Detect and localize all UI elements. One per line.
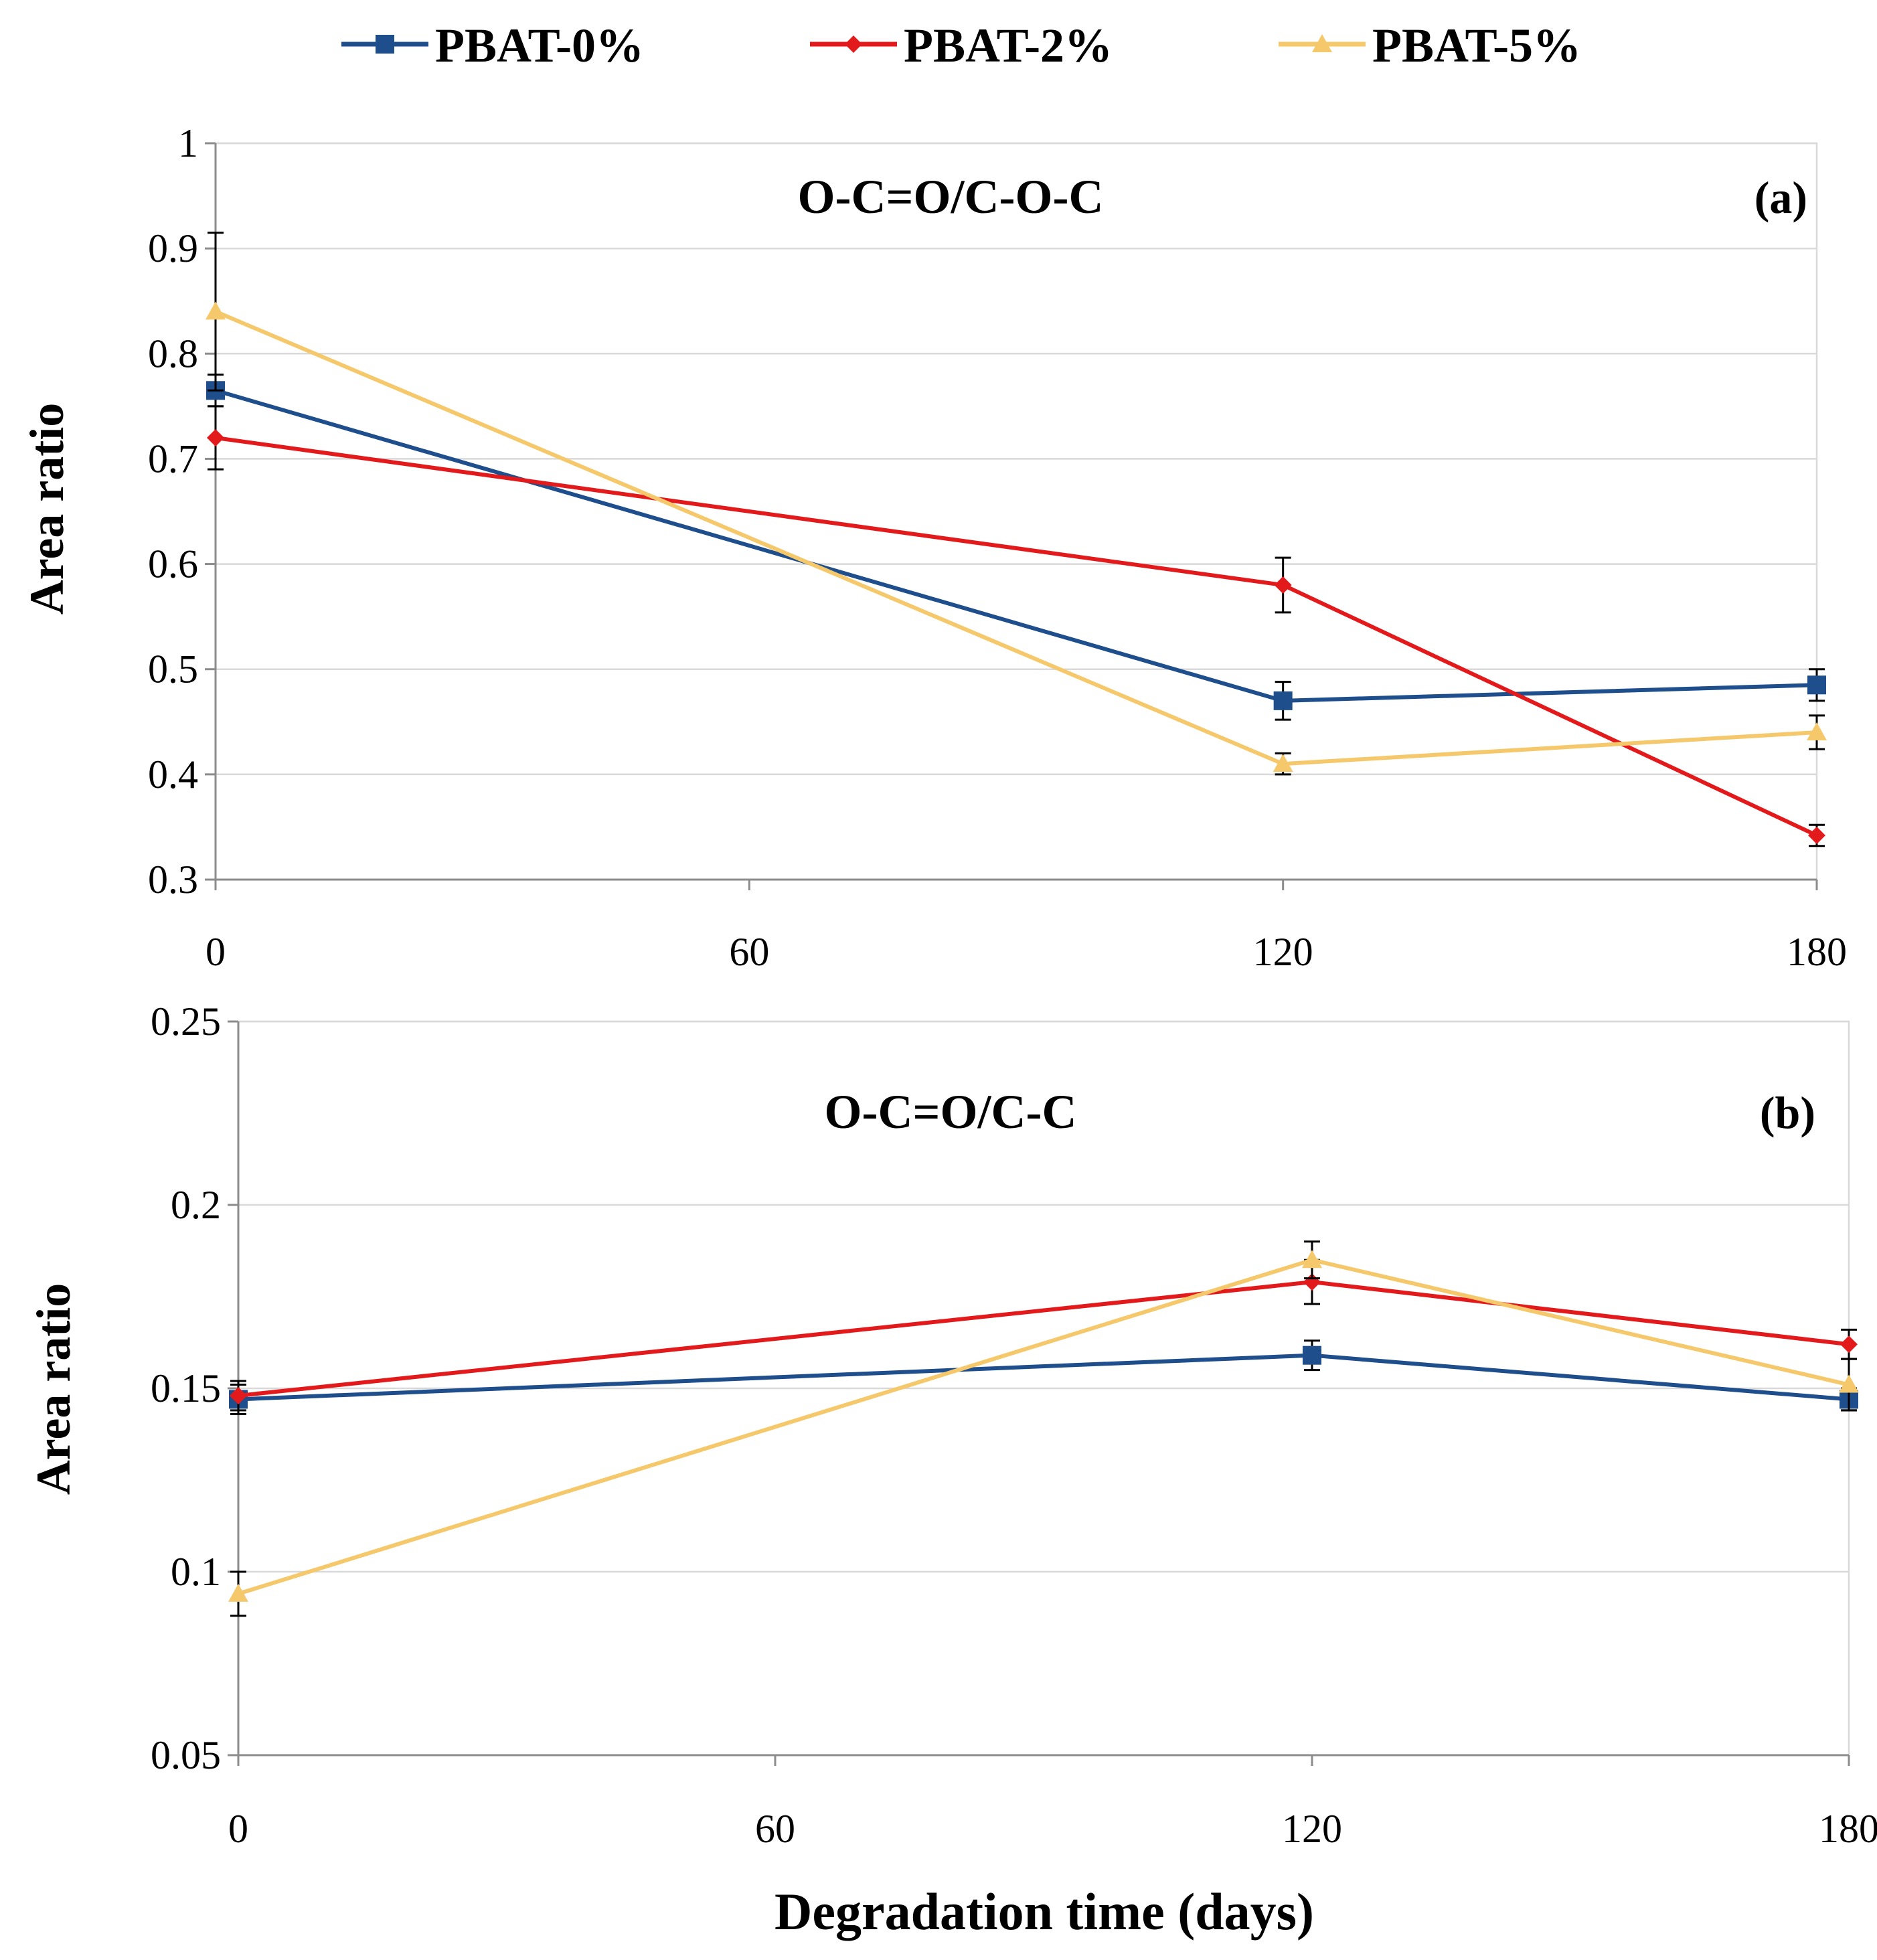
panel-a-x-tick-label: 0 [206,930,226,974]
panel-b-y-tick-label: 0.1 [171,1550,221,1594]
panel-b-series-pbat-5-point [1302,1250,1322,1269]
panel-a-x-tick-label: 60 [729,930,769,974]
panel-a-y-tick-label: 1 [178,121,198,165]
x-axis-title: Degradation time (days) [774,1882,1314,1941]
panel-a-series-pbat-2-point [207,429,224,446]
panel-a-series-pbat-0-point [1273,691,1293,710]
panel-b: 0.05 0.1 0.15 0.2 0.25 0 60 120 180 O-C=O/C-C (b) A… [27,999,1877,1851]
panel-b-x-tick-label: 180 [1819,1807,1877,1851]
panel-a: 0.3 0.4 0.5 0.6 0.7 0.8 0.9 1 0 60 120 180 O-C=O/C-O… [20,121,1847,974]
legend-item-pbat-5: PBAT-5% [1279,19,1581,72]
legend-item-pbat-2: PBAT-2% [810,19,1113,72]
panel-a-series-pbat-5 [206,232,1827,776]
panel-b-label: (b) [1760,1087,1815,1138]
panel-a-y-tick-label: 0.5 [148,647,198,691]
panel-b-y-axis-title: Area ratio [27,1283,80,1495]
panel-a-y-axis-title: Area ratio [20,403,74,615]
panel-a-y-tick-label: 0.7 [148,436,198,481]
panel-a-series-pbat-5-point [1807,722,1827,740]
panel-b-series-pbat-0-point [1303,1345,1321,1365]
panel-a-title: O-C=O/C-O-C [798,170,1104,224]
panel-a-series-pbat-0-line [215,388,1817,703]
panel-b-series-pbat-5-point [1839,1374,1859,1393]
legend-item-pbat-0: PBAT-0% [341,19,644,72]
panel-b-series-pbat-5 [228,1240,1859,1617]
panel-a-series-pbat-2 [207,405,1825,847]
panel-a-x-tick-label: 180 [1787,930,1847,974]
panel-a-series-pbat-5-line [214,309,1817,766]
legend-label: PBAT-0% [435,19,644,72]
panel-a-series-pbat-0 [206,374,1826,721]
panel-b-series-pbat-2-point [1840,1335,1858,1354]
panel-b-y-tick-label: 0.2 [171,1183,221,1227]
panel-a-x-tick-label: 120 [1253,930,1313,974]
panel-a-series-pbat-2-point [1808,827,1825,844]
legend: PBAT-0% PBAT-2% PBAT-5% [341,19,1581,72]
legend-marker [845,35,862,53]
panel-a-label: (a) [1754,172,1807,223]
panel-a-series-pbat-5-point [1273,754,1293,772]
panel-a-plot-frame [214,142,1818,881]
panel-a-series-pbat-5-point [206,301,226,320]
panel-b-y-tick-label: 0.05 [151,1733,221,1777]
panel-a-series-pbat-2-point [1274,576,1292,594]
panel-a-y-tick-label: 0.9 [148,226,198,270]
panel-a-y-tick-label: 0.6 [148,542,198,586]
panel-a-y-tick-label: 0.4 [148,752,198,797]
legend-label: PBAT-2% [904,19,1113,72]
legend-marker [1312,34,1332,52]
panel-b-series-pbat-5-point [228,1583,248,1602]
panel-a-y-tick-label: 0.8 [148,331,198,376]
panel-b-y-tick-label: 0.15 [151,1366,221,1410]
panel-b-x-tick-label: 0 [228,1807,248,1851]
panel-a-y-tick-label: 0.3 [148,858,198,902]
panel-a-series-pbat-2-line [215,436,1818,837]
legend-label: PBAT-5% [1372,19,1581,72]
panel-b-series-pbat-0 [229,1339,1858,1415]
panel-b-series-pbat-2-point [230,1386,247,1404]
panel-b-title: O-C=O/C-C [825,1085,1077,1139]
panel-b-x-tick-label: 120 [1282,1807,1342,1851]
legend-marker [376,35,394,54]
panel-b-series-pbat-0-line [238,1353,1850,1402]
panel-b-x-tick-label: 60 [755,1807,795,1851]
panel-b-y-tick-label: 0.25 [151,999,221,1044]
panel-a-series-pbat-0-point [1807,675,1826,695]
